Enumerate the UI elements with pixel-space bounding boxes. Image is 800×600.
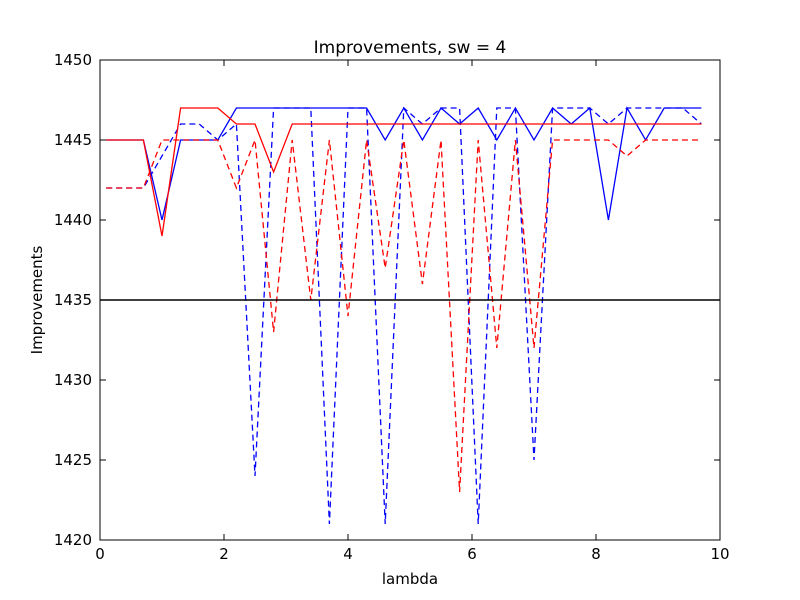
y-tick-label: 1440 <box>54 211 92 229</box>
x-tick-label: 4 <box>343 545 353 563</box>
y-tick-label: 1450 <box>54 51 92 69</box>
y-tick-label: 1420 <box>54 531 92 549</box>
series-line-1 <box>106 106 702 221</box>
x-axis-label: lambda <box>382 570 438 588</box>
tick-layer: 0 2 4 6 8 10 1420 1425 1430 1435 1440 1445 1450 <box>54 51 730 563</box>
y-tick-label: 1430 <box>54 371 92 389</box>
y-tick-label: 1425 <box>54 451 92 469</box>
x-tick-label: 6 <box>467 545 477 563</box>
series-layer <box>106 106 702 525</box>
x-tick-label: 0 <box>95 545 105 563</box>
series-line-3 <box>106 107 702 237</box>
y-tick-label: 1445 <box>54 131 92 149</box>
x-tick-label: 10 <box>710 545 729 563</box>
series-line-4 <box>106 139 702 493</box>
series-line-2 <box>106 106 702 525</box>
x-tick-label: 2 <box>219 545 229 563</box>
x-tick-label: 8 <box>591 545 601 563</box>
y-tick-label: 1435 <box>54 291 92 309</box>
chart-title: Improvements, sw = 4 <box>314 38 507 58</box>
y-axis-label: Improvements <box>28 245 46 354</box>
